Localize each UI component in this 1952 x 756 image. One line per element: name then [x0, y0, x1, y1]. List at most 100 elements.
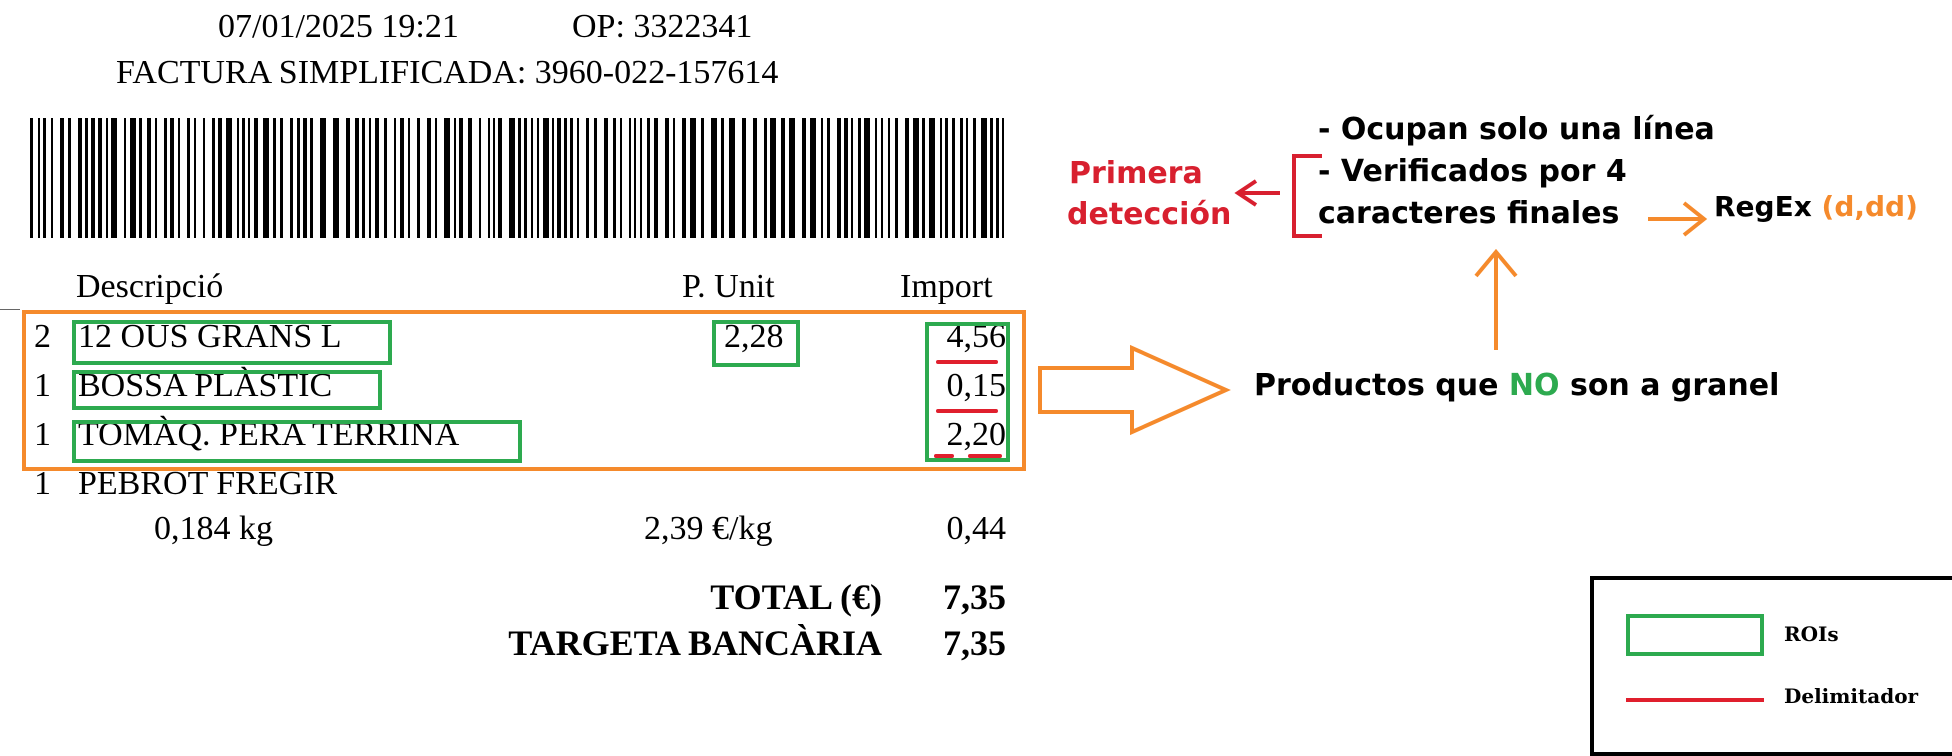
barcode-bar	[1002, 118, 1004, 238]
non-bulk-products-label: Productos que NO son a granel	[1254, 368, 1779, 403]
barcode-bar	[408, 118, 410, 238]
barcode-bar	[68, 118, 71, 238]
barcode-bar	[665, 118, 669, 238]
barcode-bar	[468, 118, 472, 238]
barcode-bar	[945, 118, 948, 238]
barcode-bar	[394, 118, 396, 238]
barcode-bar	[682, 118, 686, 238]
products-suffix: son a granel	[1559, 368, 1780, 403]
barcode-bar	[673, 118, 675, 238]
barcode-bar	[654, 118, 658, 238]
barcode-bar	[164, 118, 167, 238]
barcode-bar	[488, 118, 490, 238]
legend-delimiter-label: Delimitador	[1784, 684, 1919, 708]
barcode-bar	[940, 118, 942, 238]
barcode-bar	[51, 118, 53, 238]
barcode-bar	[864, 118, 870, 238]
barcode-bar	[320, 118, 326, 238]
barcode-bar	[960, 118, 963, 238]
barcode-bar	[789, 118, 795, 238]
barcode-bar	[493, 118, 495, 238]
barcode-bar	[369, 118, 371, 238]
barcode-bar	[518, 118, 521, 238]
barcode-bar	[212, 118, 215, 238]
barcode-bar	[810, 118, 816, 238]
barcode-bar	[303, 118, 307, 238]
barcode-bar	[254, 118, 258, 238]
barcode-bar	[346, 118, 350, 238]
barcode-bar	[203, 118, 205, 238]
barcode-bar	[888, 118, 890, 238]
barcode-bar	[435, 118, 437, 238]
regex-text: RegEx	[1714, 190, 1812, 223]
rule-verified-by-4: - Verificados por 4	[1318, 154, 1627, 189]
roi-description-box	[72, 370, 382, 410]
rule-single-line: - Ocupan solo una línea	[1318, 112, 1715, 147]
barcode-bar	[459, 118, 463, 238]
legend: ROIs Delimitador	[1590, 576, 1952, 756]
bulk-import: 0,44	[946, 510, 1007, 547]
barcode-bar	[543, 118, 549, 238]
receipt-op: OP: 3322341	[572, 8, 753, 45]
barcode-bar	[237, 118, 239, 238]
item-qty: 2	[34, 318, 51, 355]
barcode-bar	[729, 118, 735, 238]
barcode-bar	[427, 118, 431, 238]
barcode-bar	[444, 118, 450, 238]
barcode-bar	[531, 118, 533, 238]
barcode-bar	[280, 118, 283, 238]
legend-delimiter-swatch	[1626, 698, 1764, 702]
barcode-bar	[498, 118, 502, 238]
receipt-datetime: 07/01/2025 19:21	[218, 8, 459, 45]
red-left-arrow-head	[1234, 179, 1258, 207]
barcode-bar	[479, 118, 481, 238]
barcode-bar	[966, 118, 968, 238]
barcode-bar	[242, 118, 245, 238]
barcode-bar	[851, 118, 853, 238]
barcode-bar	[263, 118, 269, 238]
barcode-bar	[721, 118, 724, 238]
barcode-bar	[43, 118, 46, 238]
item-description: PEBROT FREGIR	[78, 465, 338, 502]
barcode-bar	[604, 118, 608, 238]
receipt-invoice: FACTURA SIMPLIFICADA: 3960-022-157614	[116, 54, 779, 91]
roi-unit-price-box	[712, 320, 800, 367]
card-label: TARGETA BANCÀRIA	[508, 623, 882, 663]
barcode-bar	[647, 118, 650, 238]
column-header-import: Import	[900, 268, 993, 305]
roi-description-box	[72, 420, 522, 463]
barcode-bar	[973, 118, 976, 238]
item-qty: 1	[34, 465, 51, 502]
barcode-bar	[297, 118, 300, 238]
barcode-bar	[310, 118, 313, 238]
legend-roi-label: ROIs	[1784, 622, 1839, 646]
barcode-bar	[333, 118, 339, 238]
delimiter-line	[968, 454, 1002, 458]
barcode-bar	[586, 118, 589, 238]
barcode-bar	[827, 118, 830, 238]
barcode-bar	[634, 118, 636, 238]
barcode-bar	[913, 118, 919, 238]
barcode-bar	[701, 118, 704, 238]
barcode-bar	[640, 118, 642, 238]
barcode-bar	[996, 118, 999, 238]
card-value: 7,35	[943, 623, 1006, 663]
products-prefix: Productos que	[1254, 368, 1509, 403]
barcode-bar	[30, 118, 33, 238]
barcode-bar	[577, 118, 579, 238]
barcode-bar	[537, 118, 539, 238]
item-qty: 1	[34, 367, 51, 404]
barcode-bar	[570, 118, 573, 238]
barcode-bar	[952, 118, 955, 238]
barcode-bar	[417, 118, 420, 238]
barcode-bar	[594, 118, 597, 238]
first-detection-line2: detección	[1067, 197, 1232, 232]
delimiter-line	[936, 409, 998, 413]
barcode-bar	[187, 118, 190, 238]
barcode-bar	[781, 118, 785, 238]
barcode-bar	[454, 118, 456, 238]
regex-label: RegEx (d,dd)	[1714, 190, 1918, 223]
total-label: TOTAL (€)	[710, 577, 882, 617]
barcode-bar	[78, 118, 82, 238]
column-header-description: Descripció	[76, 268, 224, 305]
